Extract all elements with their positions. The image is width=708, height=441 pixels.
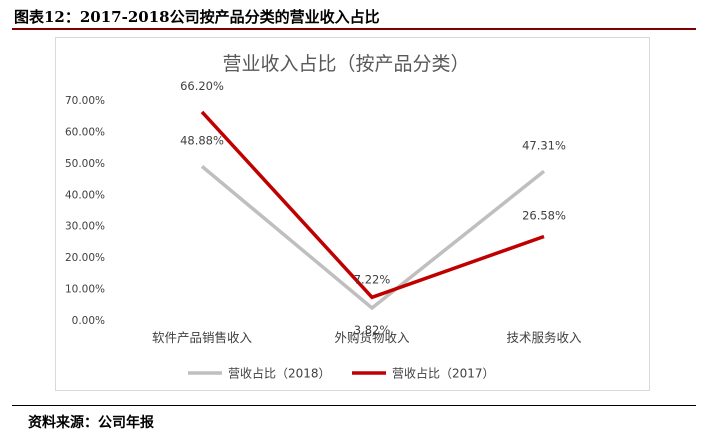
y-tick-label: 20.00%: [65, 252, 105, 264]
series-line-2018: [200, 165, 546, 311]
y-tick-label: 0.00%: [72, 315, 105, 327]
x-category-label: 外购货物收入: [334, 330, 410, 345]
y-tick-label: 10.00%: [65, 284, 105, 296]
y-tick-label: 40.00%: [65, 189, 105, 201]
chart-title: 营业收入占比（按产品分类）: [222, 53, 469, 75]
figure-title: 图表12：2017-2018公司按产品分类的营业收入占比: [14, 8, 380, 26]
x-category-label: 技术服务收入: [506, 330, 582, 345]
y-tick-label: 60.00%: [65, 126, 105, 138]
x-axis: 软件产品销售收入 外购货物收入 技术服务收入: [152, 330, 582, 345]
plot-area: 48.88% 3.82% 47.31% 66.20% 7.22% 26.58%: [180, 79, 566, 337]
data-label: 7.22%: [354, 272, 391, 286]
x-category-label: 软件产品销售收入: [152, 330, 253, 345]
y-tick-label: 70.00%: [65, 95, 105, 107]
y-tick-label: 50.00%: [65, 158, 105, 170]
data-label: 47.31%: [522, 138, 566, 152]
figure-header: 图表12：2017-2018公司按产品分类的营业收入占比: [0, 0, 708, 30]
series-line-2017: [200, 110, 545, 300]
data-label: 3.82%: [354, 323, 391, 337]
chart-frame: [55, 37, 650, 391]
source-note: 资料来源：公司年报: [28, 415, 154, 431]
data-label: 26.58%: [522, 208, 566, 222]
legend-label: 营收占比（2017）: [392, 366, 495, 381]
y-tick-label: 30.00%: [65, 221, 105, 233]
legend-label: 营收占比（2018）: [228, 366, 331, 381]
footer-divider: [12, 405, 696, 406]
data-label: 48.88%: [180, 133, 224, 147]
header-divider: [12, 28, 696, 30]
data-label: 66.20%: [180, 79, 224, 93]
legend: 营收占比（2018） 营收占比（2017）: [188, 366, 495, 381]
y-axis: 0.00% 10.00% 20.00% 30.00% 40.00% 50.00% 60.00…: [65, 95, 105, 327]
